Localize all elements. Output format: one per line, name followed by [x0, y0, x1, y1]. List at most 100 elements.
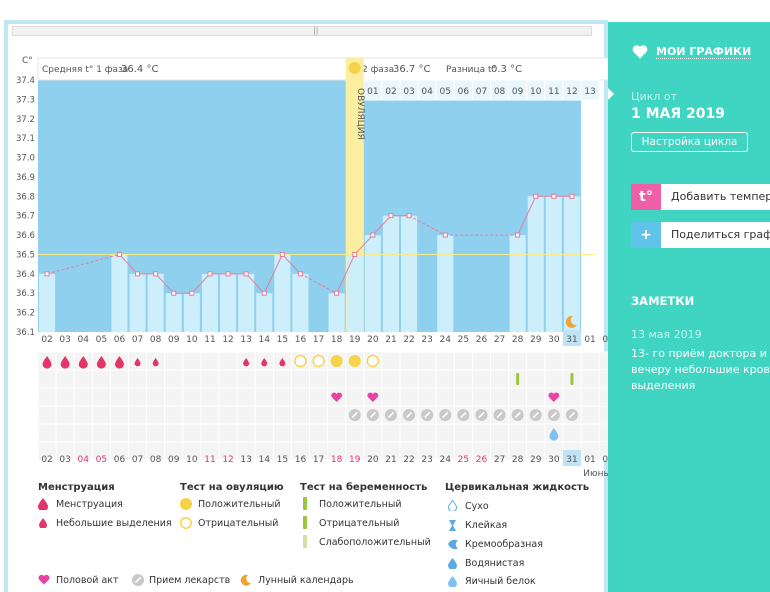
share-chart-button[interactable]: + Поделиться граф [631, 222, 770, 248]
temperature-point [207, 271, 213, 277]
day-label-bottom: 09 [168, 455, 180, 465]
temperature-point [334, 290, 340, 296]
temperature-point [388, 213, 394, 219]
grip-icon[interactable]: || [313, 26, 319, 35]
day-label: 28 [512, 335, 524, 345]
pill-icon-stroke [550, 411, 557, 419]
legend-cv-dry: Сухо [465, 501, 489, 512]
cycle-settings-button[interactable]: Настройка цикла [631, 132, 748, 152]
ovulation-negative-icon [366, 354, 380, 368]
plot-background [38, 80, 581, 332]
pill-icon-stroke [405, 411, 413, 419]
legend-ov-positive: Положительный [198, 499, 281, 510]
add-temperature-label: Добавить темпер [671, 190, 770, 203]
temperature-line-segment [372, 215, 392, 236]
pill-icon-stroke [460, 411, 467, 419]
day-label-bottom: 15 [277, 455, 288, 465]
legend-menstruation-title: Менструация [38, 482, 115, 493]
note-text[interactable]: 13- го приём доктора и У вечеру небольши… [631, 347, 770, 392]
pill-icon-stroke [514, 411, 521, 419]
cycle-date: 1 МАЯ 2019 [631, 106, 726, 122]
ovulation-negative-icon [312, 354, 325, 368]
day-label: 23 [421, 335, 432, 345]
day-label: 20 [367, 335, 379, 345]
y-tick-label: 37.4 [16, 76, 35, 86]
day-label: 27 [494, 335, 505, 345]
legend-pr-negative: Отрицательный [319, 518, 400, 529]
pill-icon-stroke [442, 411, 449, 419]
top-day-label: 02 [385, 87, 396, 97]
temperature-bar [545, 196, 562, 332]
temperature-point [297, 271, 303, 277]
day-label-bottom: 22 [403, 455, 414, 465]
temperature-point [569, 193, 575, 199]
temperature-line-segment [408, 215, 446, 236]
top-day-label: 04 [421, 87, 433, 97]
day-label-bottom: 25 [458, 455, 469, 465]
day-label-bottom: 29 [530, 455, 542, 465]
cervical-creamy-icon [448, 539, 458, 550]
y-tick-label: 36.6 [16, 231, 35, 241]
day-label: 18 [331, 335, 343, 345]
day-label: 13 [240, 335, 251, 345]
y-tick-label: 36.3 [16, 289, 35, 299]
day-label-bottom: 20 [367, 455, 379, 465]
legend-cv-watery: Водянистая [465, 558, 525, 569]
day-label: 04 [78, 335, 90, 345]
day-label: 05 [96, 335, 107, 345]
temperature-bar [382, 215, 399, 332]
day-label: 19 [349, 335, 361, 345]
day-label: 11 [204, 335, 215, 345]
pill-icon-stroke [351, 411, 358, 419]
temperature-line-segment [517, 196, 537, 236]
next-month-label: Июнь [583, 469, 608, 479]
drop-small-icon [152, 358, 159, 367]
pregnancy-positive-icon [570, 373, 574, 385]
temperature-bar [346, 254, 363, 332]
scroll-handle[interactable]: || [12, 26, 592, 36]
drop-big-icon [114, 356, 124, 369]
day-label-bottom: 26 [476, 455, 488, 465]
temperature-point [135, 271, 141, 277]
day-label-bottom: 06 [114, 455, 126, 465]
day-label-bottom: 10 [186, 455, 198, 465]
moon-icon [565, 315, 577, 328]
day-label-bottom: 12 [222, 455, 233, 465]
day-label-bottom: 19 [349, 455, 361, 465]
temperature-point [533, 193, 539, 199]
temperature-chart-svg: C° 37.4 37.3 37.2 37.1 37.0 36.9 36.8 36.7 36.6 36… [16, 56, 636, 479]
temperature-point [352, 251, 358, 257]
drop-small-icon [39, 518, 47, 528]
temperature-point [442, 232, 448, 238]
temperature-point [370, 232, 376, 238]
temperature-point [406, 213, 412, 219]
y-tick-label: 37.3 [16, 95, 35, 105]
legend-ovulation-title: Тест на овуляцию [180, 482, 284, 493]
heart-icon [367, 392, 379, 402]
top-day-label: 07 [476, 87, 487, 97]
top-day-cell [580, 79, 600, 101]
day-label-bottom: 16 [295, 455, 307, 465]
legend-medicine: Прием лекарств [149, 575, 231, 586]
my-charts-link[interactable]: МОИ ГРАФИКИ [656, 45, 752, 59]
highlight-day-cell [562, 450, 581, 466]
day-label: 10 [186, 335, 198, 345]
y-tick-label: 36.2 [16, 309, 35, 319]
temperature-chart: C° 37.4 37.3 37.2 37.1 37.0 36.9 36.8 36.7 36.6 36… [16, 56, 636, 479]
drop-big-icon [42, 356, 52, 369]
y-tick-label: 36.5 [16, 250, 35, 260]
add-temperature-button[interactable]: t° Добавить темпер [631, 184, 770, 210]
day-label: 30 [548, 335, 560, 345]
top-day-label: 10 [530, 87, 542, 97]
temperature-bar [111, 254, 128, 332]
day-label: 07 [132, 335, 143, 345]
legend-menstruation: Менструация [56, 499, 123, 510]
temperature-bar [183, 293, 200, 332]
heart-icon [38, 574, 50, 585]
day-label-bottom: 05 [96, 455, 107, 465]
top-day-label: 09 [512, 87, 524, 97]
temperature-point [279, 251, 285, 257]
pregnancy-positive-icon [303, 497, 307, 510]
temperature-line-segment [155, 273, 175, 294]
day-label: 31 [566, 335, 577, 345]
